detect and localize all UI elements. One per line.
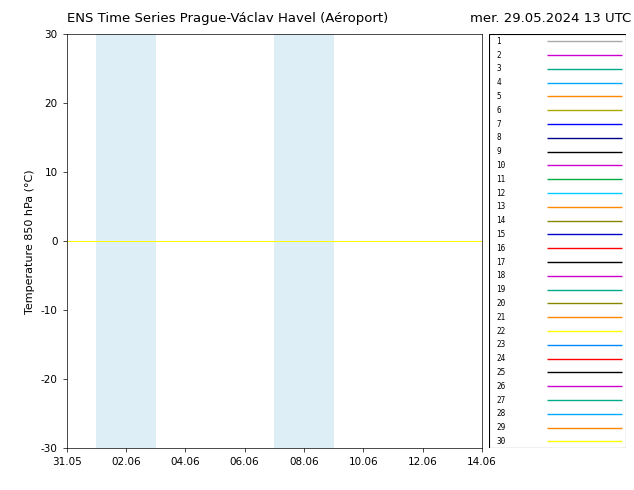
Text: 13: 13 <box>496 202 505 211</box>
Text: 18: 18 <box>496 271 505 280</box>
Text: 17: 17 <box>496 258 505 267</box>
Text: 28: 28 <box>496 409 505 418</box>
Y-axis label: Temperature 850 hPa (°C): Temperature 850 hPa (°C) <box>25 169 35 314</box>
Text: 12: 12 <box>496 189 505 197</box>
Text: 3: 3 <box>496 64 501 74</box>
Text: 15: 15 <box>496 230 505 239</box>
Text: 20: 20 <box>496 299 505 308</box>
Text: 1: 1 <box>496 37 501 46</box>
Text: 19: 19 <box>496 285 505 294</box>
Text: 25: 25 <box>496 368 505 377</box>
Text: 16: 16 <box>496 244 505 253</box>
Text: 27: 27 <box>496 395 505 405</box>
Bar <box>96 34 155 448</box>
Text: 6: 6 <box>496 106 501 115</box>
Text: 29: 29 <box>496 423 505 432</box>
Text: ENS Time Series Prague-Václav Havel (Aéroport): ENS Time Series Prague-Václav Havel (Aér… <box>67 12 388 25</box>
Text: mer. 29.05.2024 13 UTC: mer. 29.05.2024 13 UTC <box>470 12 631 25</box>
Text: 23: 23 <box>496 341 505 349</box>
Text: 11: 11 <box>496 175 505 184</box>
Text: 21: 21 <box>496 313 505 322</box>
Text: 5: 5 <box>496 92 501 101</box>
Bar <box>274 34 333 448</box>
Text: 4: 4 <box>496 78 501 87</box>
Text: 26: 26 <box>496 382 505 391</box>
Text: 7: 7 <box>496 120 501 128</box>
Text: 10: 10 <box>496 161 505 170</box>
Text: 14: 14 <box>496 216 505 225</box>
Text: 30: 30 <box>496 437 505 446</box>
Text: 2: 2 <box>496 50 501 59</box>
Text: 22: 22 <box>496 326 505 336</box>
Text: 24: 24 <box>496 354 505 363</box>
Text: 8: 8 <box>496 133 501 142</box>
Text: 9: 9 <box>496 147 501 156</box>
